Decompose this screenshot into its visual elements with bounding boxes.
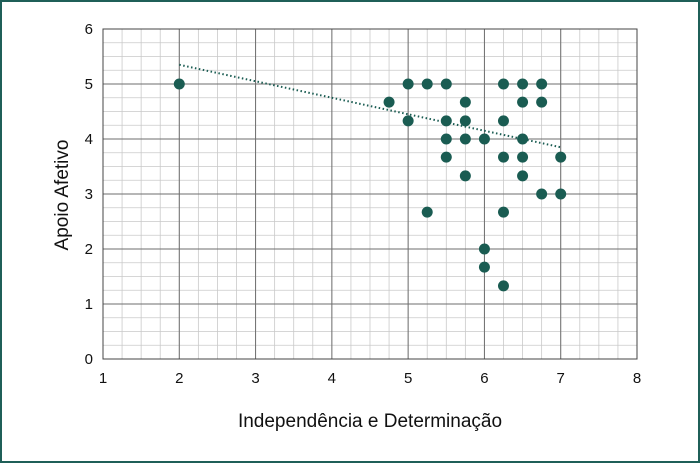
trend-line [179, 63, 561, 149]
data-point [498, 115, 509, 127]
y-axis-ticks: 0 1 2 3 4 5 6 [85, 21, 93, 368]
x-tick-label: 4 [328, 370, 336, 387]
data-points [173, 78, 567, 292]
data-point [498, 280, 509, 292]
data-point [498, 151, 509, 163]
data-point [402, 115, 414, 127]
data-point [440, 133, 452, 145]
x-tick-label: 6 [480, 370, 488, 387]
data-point [498, 206, 509, 218]
data-point [383, 96, 395, 108]
y-tick-label: 0 [85, 351, 93, 368]
data-point [459, 170, 471, 182]
data-point [536, 188, 548, 200]
data-point [555, 151, 567, 163]
data-point [173, 78, 185, 90]
x-tick-label: 8 [633, 370, 641, 387]
data-point [459, 133, 471, 145]
data-point [421, 206, 433, 218]
data-point [517, 170, 529, 182]
y-tick-label: 4 [85, 131, 93, 148]
data-point [440, 78, 452, 90]
data-point [517, 96, 529, 108]
data-point [536, 96, 548, 108]
data-point [478, 261, 490, 273]
y-tick-label: 1 [85, 296, 93, 313]
data-point [440, 151, 452, 163]
data-point [421, 78, 433, 90]
y-tick-label: 2 [85, 241, 93, 258]
data-point [402, 78, 414, 90]
x-tick-label: 1 [99, 370, 107, 387]
data-point [517, 151, 529, 163]
data-point [517, 133, 529, 145]
y-tick-label: 6 [85, 21, 93, 38]
x-tick-label: 2 [175, 370, 183, 387]
x-axis-title: Independência e Determinação [238, 411, 502, 432]
x-tick-label: 5 [404, 370, 412, 387]
data-point [478, 133, 490, 145]
data-point [459, 115, 471, 127]
data-point [459, 96, 471, 108]
y-tick-label: 5 [85, 76, 93, 93]
x-tick-label: 7 [557, 370, 565, 387]
y-tick-label: 3 [85, 186, 93, 203]
y-axis-title: Apoio Afetivo [52, 140, 73, 251]
x-axis-ticks: 1 2 3 4 5 6 7 8 [99, 370, 641, 387]
data-point [478, 243, 490, 255]
data-point [517, 78, 529, 90]
x-tick-label: 3 [251, 370, 259, 387]
data-point [555, 188, 567, 200]
data-point [440, 115, 452, 127]
plot-area-border [102, 28, 638, 360]
data-point [536, 78, 548, 90]
data-point [498, 78, 509, 90]
